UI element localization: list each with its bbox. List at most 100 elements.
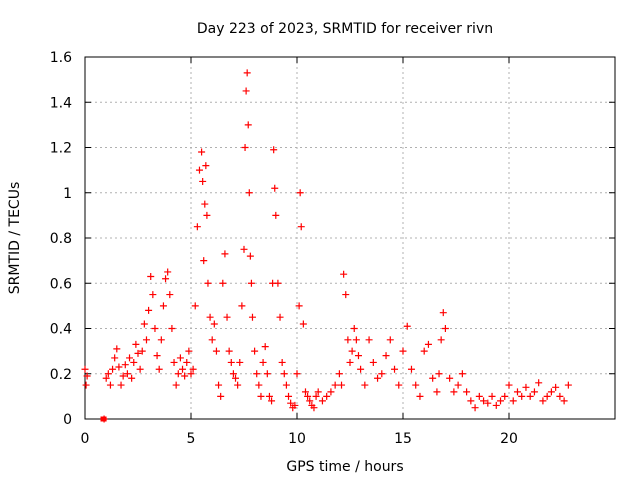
data-point bbox=[232, 374, 240, 382]
data-point bbox=[271, 184, 279, 192]
data-point bbox=[223, 313, 231, 321]
data-point bbox=[268, 397, 276, 405]
data-point bbox=[539, 397, 547, 405]
data-point bbox=[369, 358, 377, 366]
data-point bbox=[501, 392, 509, 400]
data-point bbox=[530, 388, 538, 396]
data-point bbox=[187, 370, 195, 378]
data-point bbox=[265, 392, 273, 400]
data-point bbox=[344, 336, 352, 344]
data-point bbox=[412, 381, 420, 389]
data-point bbox=[556, 392, 564, 400]
data-point bbox=[395, 381, 403, 389]
x-tick-label: 0 bbox=[81, 431, 90, 447]
data-point bbox=[526, 392, 534, 400]
x-tick-label: 10 bbox=[288, 431, 306, 447]
data-point bbox=[102, 374, 110, 382]
data-point bbox=[399, 347, 407, 355]
data-point bbox=[123, 370, 131, 378]
data-point bbox=[403, 322, 411, 330]
data-point bbox=[104, 370, 112, 378]
x-axis: 0 5 10 15 20 bbox=[81, 57, 518, 447]
data-point bbox=[204, 279, 212, 287]
data-point bbox=[276, 313, 284, 321]
data-point bbox=[467, 397, 475, 405]
data-point bbox=[251, 347, 259, 355]
data-point bbox=[147, 272, 155, 280]
y-tick-label: 0 bbox=[63, 412, 72, 428]
data-point bbox=[312, 392, 320, 400]
data-point bbox=[140, 320, 148, 328]
data-point bbox=[420, 347, 428, 355]
data-point bbox=[236, 358, 244, 366]
data-point bbox=[145, 306, 153, 314]
x-tick-label: 5 bbox=[187, 431, 196, 447]
x-axis-label: GPS time / hours bbox=[286, 459, 403, 475]
data-point bbox=[263, 370, 271, 378]
data-point bbox=[335, 370, 343, 378]
data-point bbox=[272, 211, 280, 219]
data-point bbox=[134, 349, 142, 357]
data-point bbox=[202, 162, 210, 170]
data-point bbox=[354, 352, 362, 360]
chart-title: Day 223 of 2023, SRMTID for receiver riv… bbox=[197, 21, 493, 37]
data-point bbox=[304, 392, 312, 400]
data-point bbox=[234, 381, 242, 389]
data-point bbox=[217, 392, 225, 400]
data-point bbox=[185, 347, 193, 355]
x-tick-label: 20 bbox=[500, 431, 518, 447]
data-point bbox=[488, 392, 496, 400]
data-point bbox=[215, 381, 223, 389]
data-point bbox=[259, 358, 267, 366]
data-point bbox=[201, 200, 209, 208]
data-point bbox=[244, 121, 252, 129]
data-point bbox=[291, 401, 299, 409]
data-point bbox=[446, 374, 454, 382]
data-point bbox=[261, 343, 269, 351]
data-point bbox=[382, 352, 390, 360]
data-point bbox=[310, 404, 318, 412]
data-point bbox=[535, 379, 543, 387]
data-point bbox=[564, 381, 572, 389]
data-point bbox=[229, 370, 237, 378]
data-point bbox=[299, 320, 307, 328]
data-point bbox=[142, 336, 150, 344]
x-tick-label: 15 bbox=[394, 431, 412, 447]
data-point bbox=[210, 320, 218, 328]
data-point bbox=[429, 374, 437, 382]
data-point bbox=[138, 347, 146, 355]
data-point bbox=[253, 370, 261, 378]
data-point bbox=[183, 358, 191, 366]
data-point bbox=[463, 388, 471, 396]
data-point bbox=[208, 336, 216, 344]
data-point bbox=[174, 370, 182, 378]
data-point bbox=[348, 347, 356, 355]
data-point bbox=[115, 363, 123, 371]
data-point bbox=[195, 166, 203, 174]
data-point bbox=[386, 336, 394, 344]
data-point bbox=[340, 270, 348, 278]
y-tick-label: 0.8 bbox=[50, 231, 72, 247]
data-point-square bbox=[101, 416, 107, 422]
data-point bbox=[513, 388, 521, 396]
data-point bbox=[439, 309, 447, 317]
data-point bbox=[247, 279, 255, 287]
data-point bbox=[128, 374, 136, 382]
data-point bbox=[518, 392, 526, 400]
data-point bbox=[301, 388, 309, 396]
data-point bbox=[350, 325, 358, 332]
data-point bbox=[295, 302, 303, 310]
data-point bbox=[242, 87, 250, 95]
data-point bbox=[212, 347, 220, 355]
data-point bbox=[278, 358, 286, 366]
y-tick-label: 1.4 bbox=[50, 95, 72, 111]
data-point bbox=[257, 392, 265, 400]
data-point bbox=[255, 381, 263, 389]
data-point bbox=[151, 325, 159, 332]
data-point bbox=[327, 388, 335, 396]
data-point bbox=[189, 365, 197, 373]
data-point bbox=[246, 252, 254, 260]
data-point bbox=[560, 397, 568, 405]
data-point bbox=[543, 392, 551, 400]
